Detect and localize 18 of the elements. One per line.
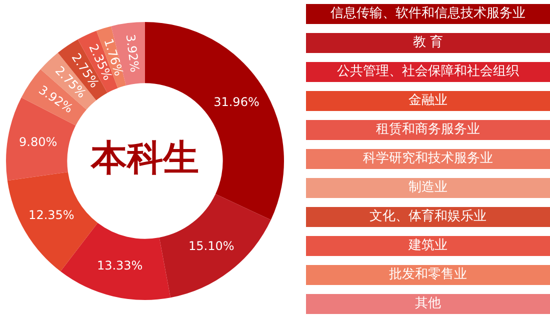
legend-label: 金融业 <box>408 91 448 111</box>
legend-label: 其他 <box>415 294 441 314</box>
legend-label: 信息传输、软件和信息技术服务业 <box>330 4 526 24</box>
data-label: 3.92% <box>123 34 142 74</box>
legend-label: 教 育 <box>412 33 444 53</box>
data-label: 12.35% <box>28 208 74 222</box>
legend-label: 公共管理、社会保障和社会组织 <box>337 62 519 82</box>
legend-label: 科学研究和技术服务业 <box>363 149 493 169</box>
data-label: 13.33% <box>96 258 143 273</box>
legend-label: 文化、体育和娱乐业 <box>370 207 486 227</box>
data-label: 15.10% <box>188 238 234 253</box>
data-label: 31.96% <box>214 94 260 109</box>
data-label: 9.80% <box>19 135 58 150</box>
legend-label: 租赁和商务服务业 <box>376 120 480 140</box>
legend-label: 建筑业 <box>408 236 448 256</box>
legend-label: 批发和零售业 <box>389 265 467 285</box>
text: 本科生 <box>90 137 200 181</box>
legend-label: 制造业 <box>408 178 448 198</box>
